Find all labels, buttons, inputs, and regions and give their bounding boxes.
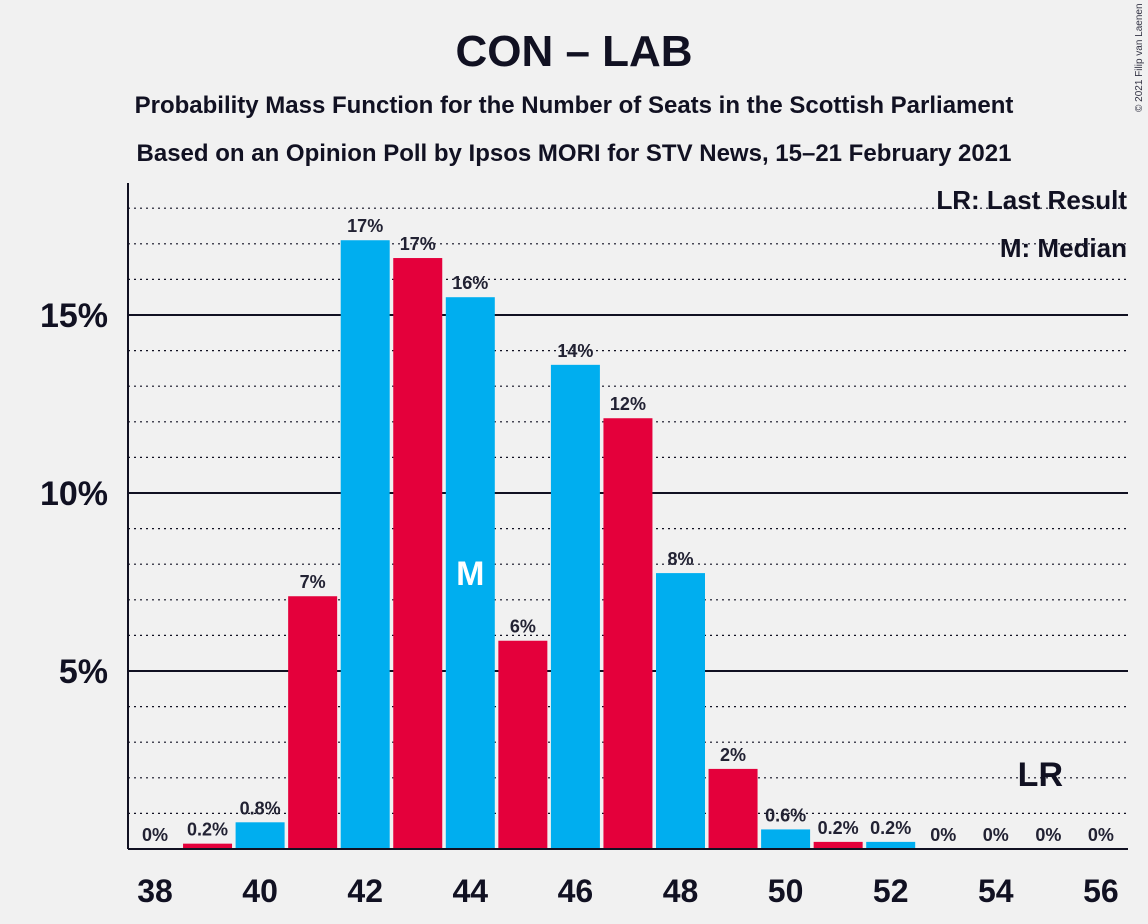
bar-label-41: 7% [300,572,326,592]
y-axis-ticks: 5% 10% 15% [40,297,108,691]
bar-47 [603,418,653,849]
chart-subtitle-1: Probability Mass Function for the Number… [135,92,1014,119]
bar-label-50: 0.6% [765,805,806,825]
bar-52 [866,841,916,849]
copyright-credit: © 2021 Filip van Laenen [1134,3,1145,112]
x-tick-label: 50 [768,873,804,909]
y-tick-label: 10% [40,475,108,513]
bar-50 [761,829,811,849]
bar-label-46: 14% [557,341,593,361]
chart-title: CON – LAB [455,27,692,76]
bar-labels: 0% 0.2% 0.8% 7% 17% 17% 16% 6% 14% 12% 8% 2% 0.6% 0.2… [142,216,1114,845]
median-marker: M [456,555,484,593]
bar-label-40: 0.8% [240,798,281,818]
y-tick-label: 15% [40,297,108,335]
x-tick-label: 52 [873,873,909,909]
x-tick-label: 48 [663,873,699,909]
bar-label-56: 0% [1088,825,1114,845]
chart-subtitle-2: Based on an Opinion Poll by Ipsos MORI f… [137,140,1012,167]
bar-label-42: 17% [347,216,383,236]
bar-label-51: 0.2% [818,818,859,838]
x-tick-label: 38 [137,873,173,909]
bar-42 [340,240,390,850]
bar-label-43: 17% [400,234,436,254]
x-tick-label: 42 [347,873,383,909]
x-tick-label: 44 [453,873,489,909]
bar-label-49: 2% [720,745,746,765]
bar-label-38: 0% [142,825,168,845]
bar-label-53: 0% [930,825,956,845]
bar-label-55: 0% [1035,825,1061,845]
bar-label-54: 0% [983,825,1009,845]
bar-51 [813,841,863,849]
legend-last-result: LR: Last Result [936,185,1127,215]
bar-41 [288,596,338,849]
last-result-marker: LR [1018,756,1063,794]
bar-label-45: 6% [510,617,536,637]
bar-label-39: 0.2% [187,820,228,840]
bar-46 [550,364,600,849]
bar-label-47: 12% [610,394,646,414]
x-tick-label: 40 [242,873,278,909]
bar-45 [498,640,548,849]
x-tick-label: 46 [558,873,594,909]
bar-label-52: 0.2% [870,818,911,838]
bar-39 [183,843,233,849]
x-tick-label: 56 [1083,873,1119,909]
bar-label-44: 16% [452,273,488,293]
legend-median: M: Median [1000,233,1127,263]
x-tick-label: 54 [978,873,1014,909]
bar-43 [393,258,443,849]
bar-series [183,240,916,850]
bar-48 [656,573,705,849]
x-axis-ticks: 38 40 42 44 46 48 50 52 54 56 [137,873,1118,909]
y-tick-label: 5% [59,653,108,691]
bar-49 [708,768,758,849]
bar-44 [445,297,495,849]
bar-label-48: 8% [667,549,693,569]
bar-40 [235,822,285,849]
